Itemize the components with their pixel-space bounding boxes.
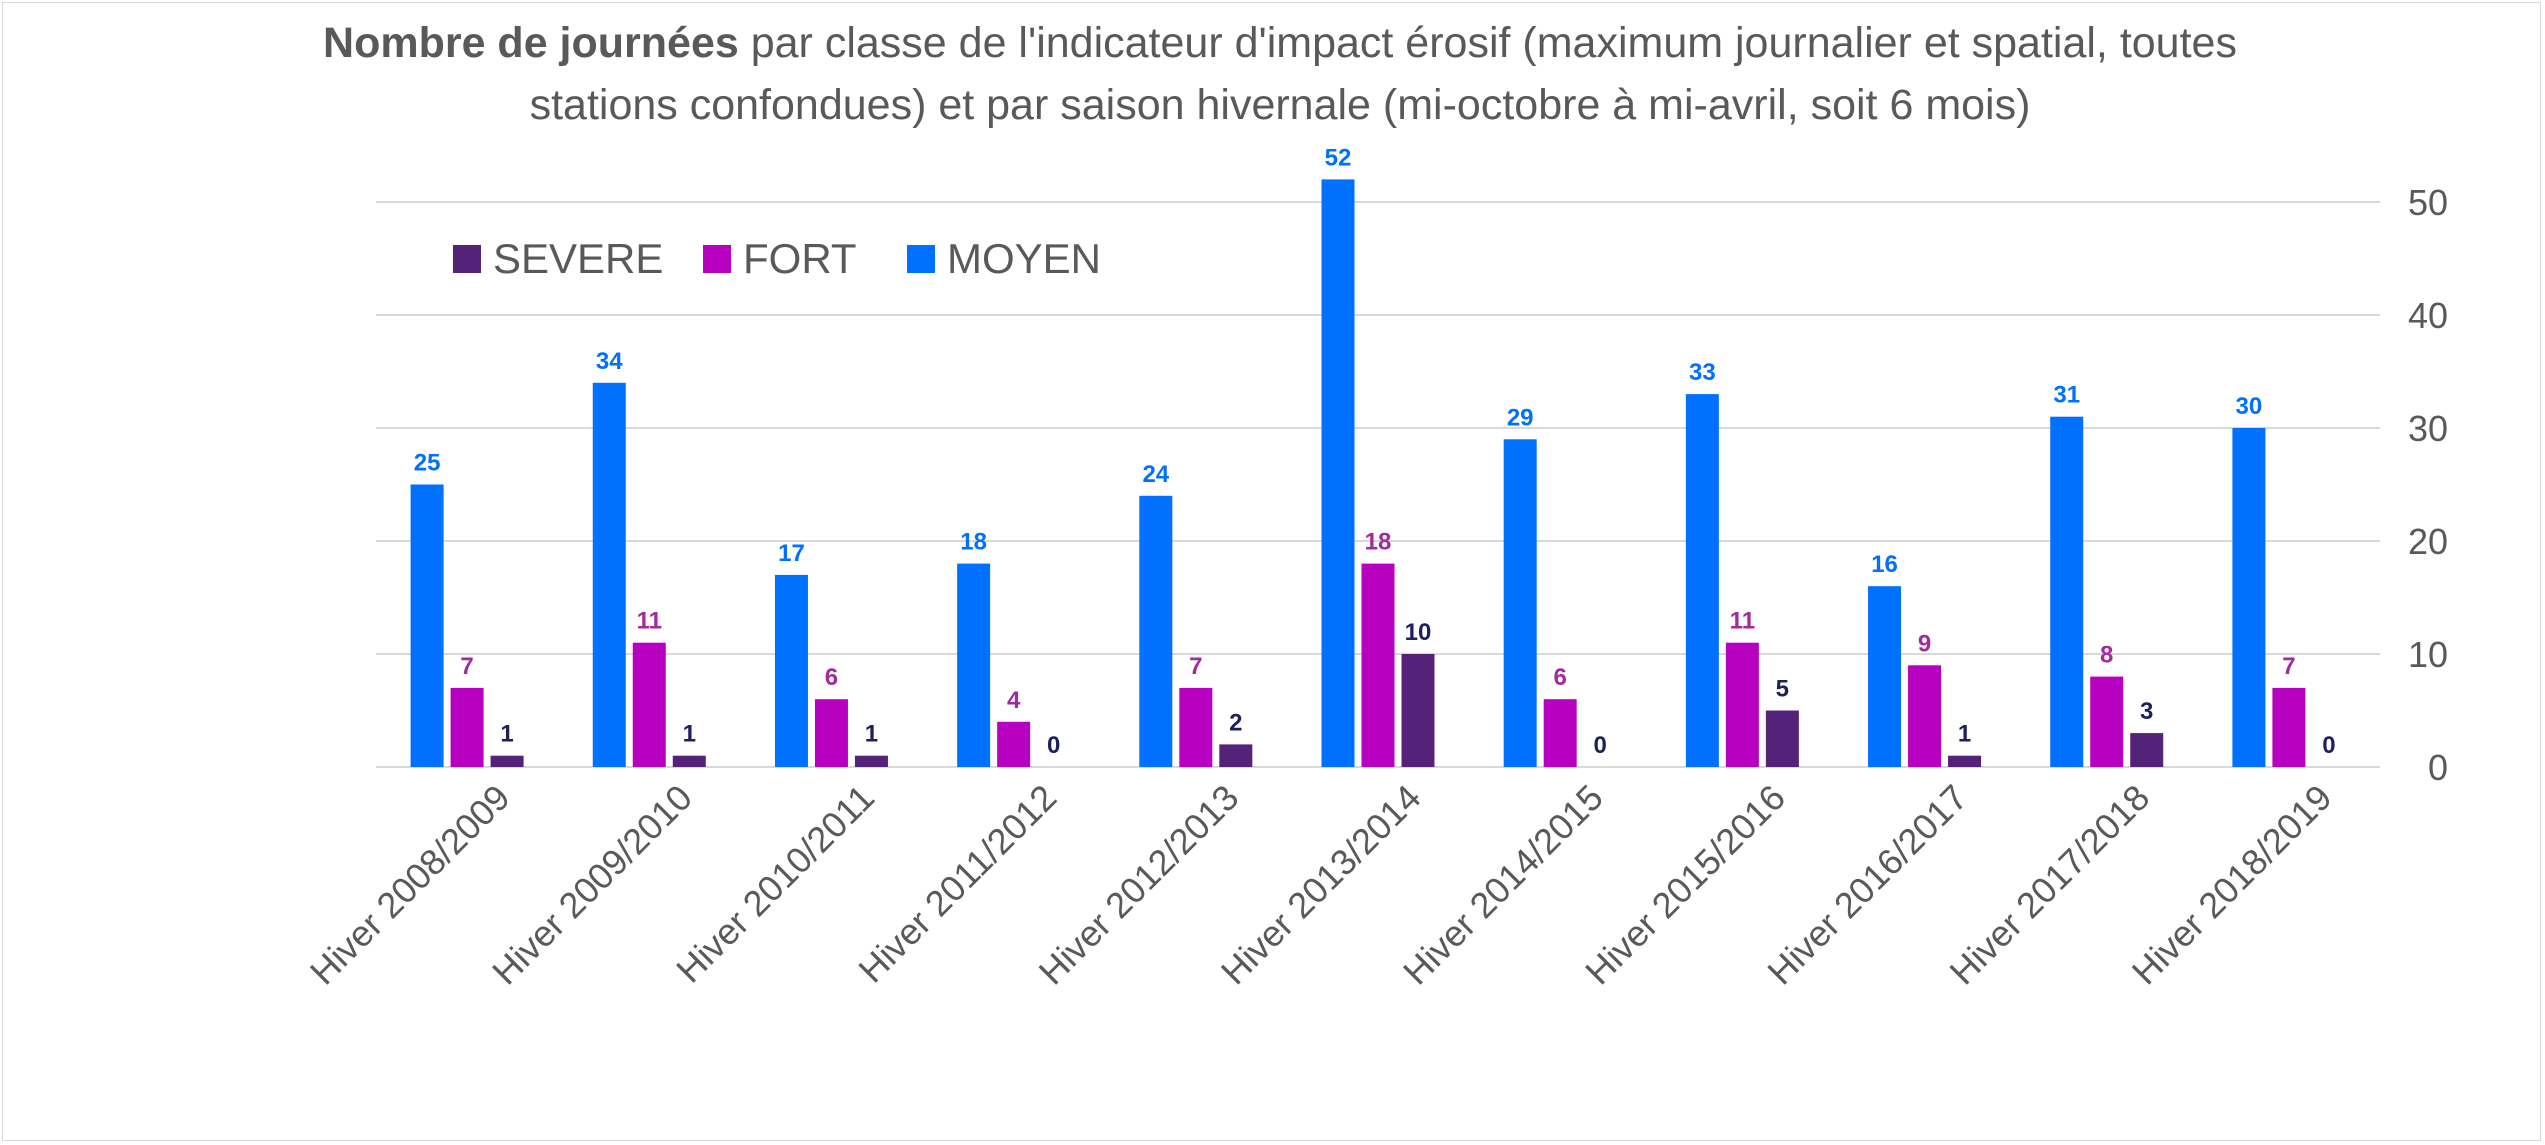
bar-moyen	[1139, 495, 1173, 767]
legend-label-fort: FORT	[743, 235, 857, 282]
legend-label-severe: SEVERE	[493, 235, 663, 282]
y-axis-ticks: 0 10 20 30 40 50	[2408, 182, 2448, 788]
x-category-label: Hiver 2008/2009	[302, 777, 518, 993]
data-label-moyen: 34	[596, 348, 623, 375]
chart-title: Nombre de journées par classe de l'indic…	[300, 12, 2260, 136]
chart-title-bold: Nombre de journées	[323, 19, 739, 67]
legend: SEVERE FORT MOYEN	[453, 235, 1101, 282]
bar-fort	[1725, 642, 1759, 767]
bar-fort	[1543, 699, 1577, 767]
data-label-severe: 1	[1958, 721, 1971, 748]
bar-severe	[1948, 755, 1982, 767]
data-label-moyen: 31	[2053, 382, 2080, 409]
bar-severe	[1401, 654, 1435, 767]
x-category-label: Hiver 2009/2010	[484, 777, 700, 993]
data-label-severe: 5	[1776, 676, 1789, 703]
data-label-fort: 8	[2100, 642, 2113, 669]
bar-severe	[854, 755, 888, 767]
x-category-label: Hiver 2013/2014	[1213, 777, 1429, 993]
data-label-severe: 2	[1229, 709, 1242, 736]
bar-severe	[490, 755, 524, 767]
bar-moyen	[957, 563, 991, 767]
x-category-label: Hiver 2011/2012	[850, 777, 1064, 991]
data-label-fort: 6	[1554, 664, 1567, 691]
bar-severe	[1219, 744, 1253, 767]
bar-fort	[1179, 687, 1213, 767]
y-tick-label: 20	[2408, 521, 2448, 562]
data-label-moyen: 30	[2236, 393, 2263, 420]
data-label-severe: 0	[1047, 732, 1060, 759]
legend-swatch-moyen	[907, 245, 935, 273]
legend-label-moyen: MOYEN	[947, 235, 1101, 282]
y-tick-label: 40	[2408, 295, 2448, 336]
data-label-moyen: 33	[1689, 359, 1716, 386]
bar-moyen	[592, 382, 626, 767]
data-label-fort: 6	[825, 664, 838, 691]
data-label-severe: 0	[2322, 732, 2335, 759]
bar-fort	[2272, 687, 2306, 767]
y-tick-label: 0	[2428, 747, 2448, 788]
bar-fort	[1361, 563, 1395, 767]
data-label-fort: 7	[460, 653, 473, 680]
x-category-label: Hiver 2016/2017	[1759, 777, 1975, 993]
data-label-severe: 3	[2140, 698, 2153, 725]
data-label-severe: 1	[500, 721, 513, 748]
bar-fort	[2090, 676, 2124, 767]
data-label-fort: 7	[1189, 653, 1202, 680]
data-labels: 2571341111761184024725218102960331151691…	[414, 144, 2336, 759]
data-label-fort: 11	[637, 608, 662, 635]
x-category-label: Hiver 2012/2013	[1031, 777, 1247, 993]
bar-fort	[632, 642, 666, 767]
data-label-moyen: 17	[778, 540, 805, 567]
y-tick-label: 30	[2408, 408, 2448, 449]
bar-moyen	[1503, 439, 1537, 767]
data-label-fort: 4	[1007, 687, 1021, 714]
bar-moyen	[410, 484, 444, 767]
data-label-fort: 18	[1365, 529, 1392, 556]
bar-moyen	[1685, 394, 1719, 767]
x-category-label: Hiver 2018/2019	[2124, 777, 2340, 993]
data-label-moyen: 52	[1325, 144, 1352, 171]
bars	[410, 179, 2306, 767]
data-label-moyen: 18	[960, 529, 987, 556]
bar-fort	[1908, 665, 1942, 767]
bar-moyen	[2050, 416, 2084, 767]
x-category-label: Hiver 2010/2011	[668, 777, 882, 991]
bar-moyen	[774, 574, 808, 767]
bar-severe	[2130, 733, 2164, 767]
data-label-severe: 0	[1594, 732, 1607, 759]
bar-severe	[1765, 710, 1799, 767]
data-label-severe: 1	[865, 721, 878, 748]
bar-moyen	[1868, 586, 1902, 767]
data-label-moyen: 16	[1871, 551, 1898, 578]
bar-moyen	[2232, 428, 2266, 767]
data-label-fort: 11	[1730, 608, 1755, 635]
data-label-moyen: 29	[1507, 404, 1534, 431]
chart-title-rest: par classe de l'indicateur d'impact éros…	[529, 19, 2237, 129]
bar-moyen	[1321, 179, 1355, 767]
data-label-fort: 9	[1918, 630, 1931, 657]
bar-fort	[814, 699, 848, 767]
data-label-moyen: 25	[414, 450, 441, 477]
legend-swatch-fort	[703, 245, 731, 273]
data-label-moyen: 24	[1142, 461, 1169, 488]
data-label-severe: 1	[683, 721, 696, 748]
x-category-label: Hiver 2014/2015	[1395, 777, 1611, 993]
bar-fort	[450, 687, 484, 767]
bar-severe	[672, 755, 706, 767]
x-category-label: Hiver 2017/2018	[1942, 777, 2158, 993]
data-label-severe: 10	[1405, 619, 1432, 646]
y-tick-label: 50	[2408, 182, 2448, 223]
data-label-fort: 7	[2282, 653, 2295, 680]
legend-swatch-severe	[453, 245, 481, 273]
x-category-label: Hiver 2015/2016	[1577, 777, 1793, 993]
bar-fort	[997, 721, 1031, 767]
y-tick-label: 10	[2408, 634, 2448, 675]
